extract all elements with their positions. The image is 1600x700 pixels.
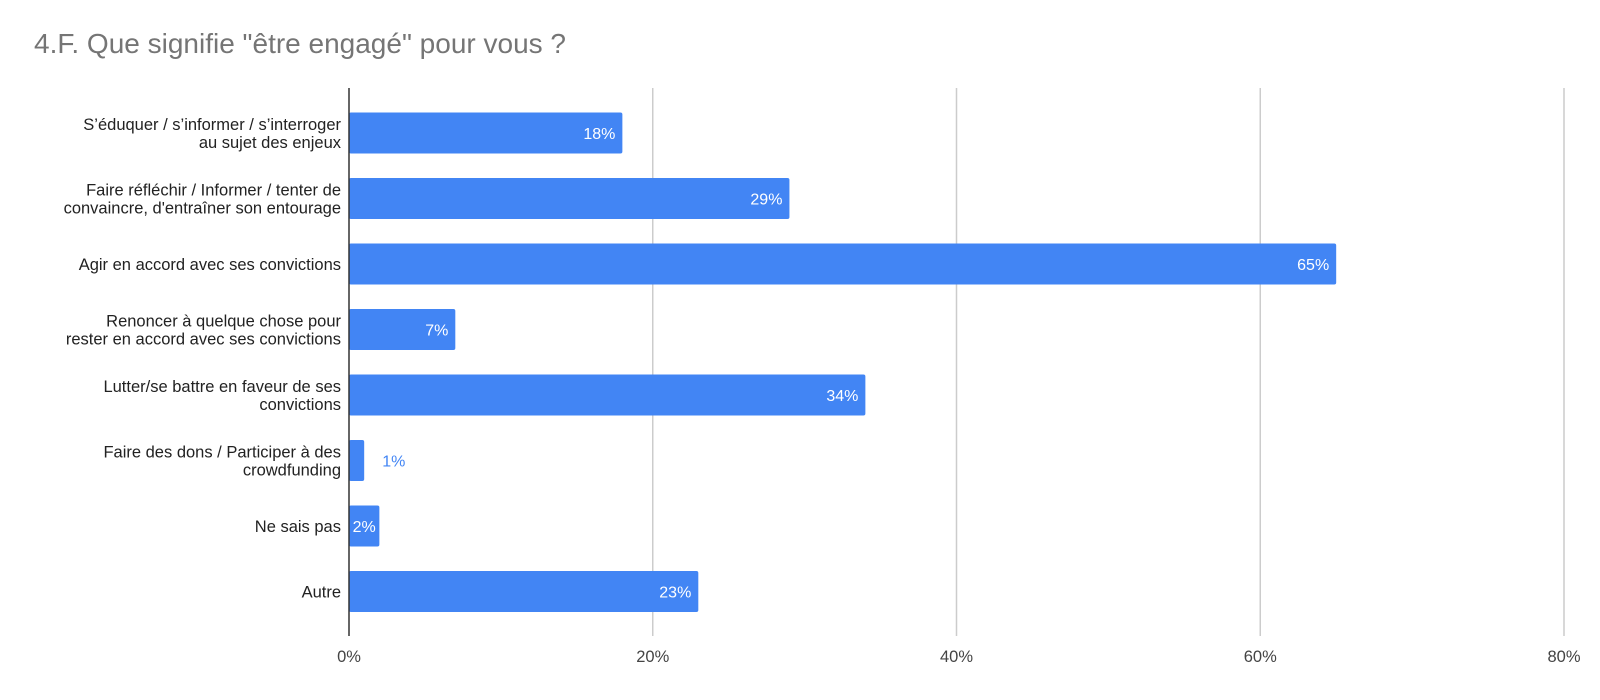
x-tick-label: 40% xyxy=(940,648,973,666)
x-tick-label: 20% xyxy=(636,648,669,666)
data-label: 2% xyxy=(353,519,376,536)
data-label: 29% xyxy=(750,192,782,209)
category-label: Faire des dons / Participer à des crowdfu… xyxy=(103,444,341,480)
data-label: 23% xyxy=(659,585,691,602)
category-label: Agir en accord avec ses convictions xyxy=(79,256,341,274)
category-label: Ne sais pas xyxy=(255,518,341,536)
x-tick-label: 60% xyxy=(1244,648,1277,666)
category-label: Faire réfléchir / Informer / tenter de co… xyxy=(64,182,341,218)
data-label: 34% xyxy=(826,388,858,405)
bar xyxy=(349,505,380,547)
data-label: 7% xyxy=(425,323,448,340)
category-label: S’éduquer / s’informer / s’interroger au … xyxy=(83,116,341,152)
bar xyxy=(349,571,699,612)
category-label: Autre xyxy=(302,584,341,602)
data-label: 1% xyxy=(382,454,405,471)
labels: 0% 20% 40% 60% 80% 18% S’éduquer / s’informer … xyxy=(64,116,1581,666)
bar xyxy=(349,374,866,416)
bar xyxy=(349,243,1337,285)
data-label: 65% xyxy=(1297,257,1329,274)
bars xyxy=(349,112,1337,612)
bar xyxy=(349,112,623,154)
grid-lines xyxy=(652,88,1565,636)
category-label: Lutter/se battre en faveur de ses convict… xyxy=(103,378,341,414)
category-label: Renoncer à quelque chose pour rester en a… xyxy=(66,313,342,349)
bar xyxy=(349,440,365,481)
bar xyxy=(349,309,456,350)
chart-title: 4.F. Que signifie "être engagé" pour vou… xyxy=(34,28,566,59)
x-tick-label: 0% xyxy=(337,648,361,666)
bar xyxy=(349,178,790,219)
x-tick-label: 80% xyxy=(1547,648,1580,666)
data-label: 18% xyxy=(583,126,615,143)
